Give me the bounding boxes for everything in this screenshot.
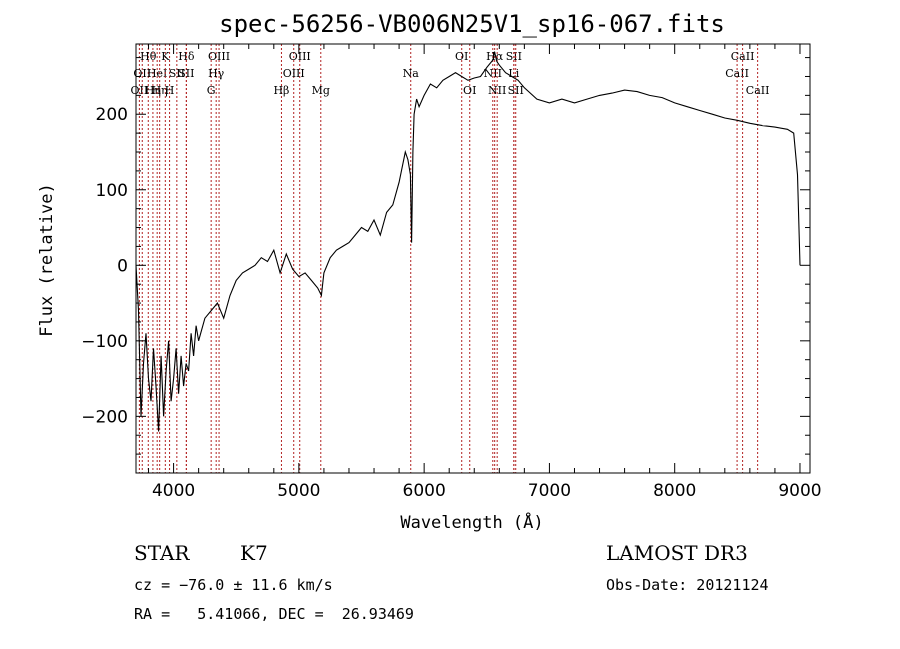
marker-label: Hθ [140,50,157,63]
redshift-cz: cz = −76.0 ± 11.6 km/s [134,576,333,594]
chart-title: spec-56256-VB006N25V1_sp16-067.fits [219,10,725,38]
marker-label: OII [131,84,149,97]
marker-label: OI [455,50,468,63]
marker-label: HeI [147,67,167,80]
plot-frame [135,43,811,474]
x-tick-label: 9000 [778,481,821,501]
spectral-subclass: K7 [240,541,268,565]
y-tick-label: −100 [81,332,128,352]
marker-label: OIII [283,67,305,80]
marker-label: Hα [486,50,504,63]
y-tick-label: 0 [117,256,128,276]
marker-label: Mg [312,84,330,97]
y-tick-label: −200 [81,407,128,427]
marker-label: Hγ [208,67,225,80]
marker-label: SII [508,84,524,97]
ra-dec: RA = 5.41066, DEC = 26.93469 [134,605,414,623]
y-tick-label: 100 [96,181,128,201]
line-markers: OIIOIIHθHηHeIHηKHSIIHδSIIGHγOIIIHβOIIIOI… [131,44,770,473]
marker-label: CaII [746,84,770,97]
marker-label: Hβ [273,84,289,97]
marker-label: K [161,50,170,63]
survey-name: LAMOST DR3 [606,541,748,565]
marker-label: SII [178,67,194,80]
marker-label: OI [463,84,476,97]
x-tick-label: 6000 [403,481,446,501]
marker-label: H [165,84,175,97]
marker-label: OIII [208,50,230,63]
x-tick-label: 8000 [653,481,696,501]
y-axis-label: Flux (relative) [37,183,57,337]
y-tick-label: 200 [96,105,128,125]
marker-label: CaII [725,67,749,80]
spectrum-trace [135,51,801,432]
x-tick-label: 5000 [277,481,320,501]
marker-label: G [207,84,216,97]
object-type: STAR [134,541,190,565]
marker-label: Hη [152,84,168,97]
marker-label: SII [169,67,185,80]
x-tick-label: 7000 [528,481,571,501]
x-axis-label: Wavelength (Å) [400,511,543,533]
x-tick-label: 4000 [152,481,195,501]
marker-label: CaII [731,50,755,63]
obs-date: Obs-Date: 20121124 [606,576,769,594]
marker-label: Li [508,67,519,80]
marker-label: OIII [289,50,311,63]
marker-label: Na [403,67,420,80]
marker-label: NII [488,84,506,97]
axis-ticks: 4000 5000 6000 7000 8000 9000 −200 −100 0 100 200 [81,44,822,501]
